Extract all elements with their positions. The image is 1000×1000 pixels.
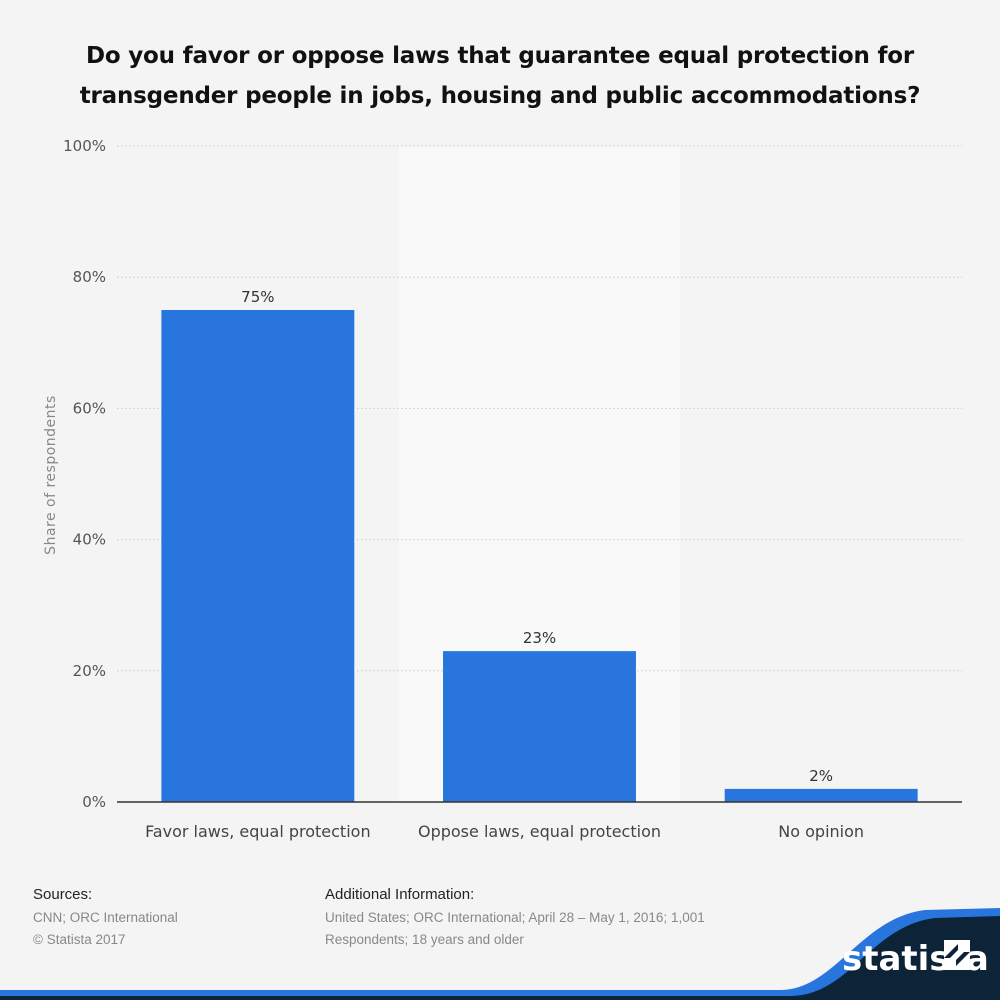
bar-chart: 0%20%40%60%80%100% Share of respondents … xyxy=(43,137,962,841)
y-tick-label: 40% xyxy=(73,531,106,549)
y-tick-labels: 0% 20% 40% 60% 80% 100% xyxy=(63,137,106,811)
data-label: 75% xyxy=(241,288,274,306)
sources-line-1: CNN; ORC International xyxy=(33,910,178,925)
category-label: No opinion xyxy=(778,822,864,841)
category-label: Favor laws, equal protection xyxy=(145,822,371,841)
chart-title: Do you favor or oppose laws that guarant… xyxy=(79,43,921,109)
bars xyxy=(161,310,918,802)
category-label: Oppose laws, equal protection xyxy=(418,822,661,841)
category-labels: Favor laws, equal protection Oppose laws,… xyxy=(145,822,864,841)
bar[interactable] xyxy=(161,310,355,802)
data-label: 2% xyxy=(809,767,833,785)
bar[interactable] xyxy=(724,788,918,802)
additional-info-line-2: Respondents; 18 years and older xyxy=(325,932,524,947)
y-tick-label: 20% xyxy=(73,662,106,680)
y-tick-label: 100% xyxy=(63,137,106,155)
data-label: 23% xyxy=(523,629,556,647)
statista-logo-text: statista xyxy=(842,939,989,979)
sources-heading: Sources: xyxy=(33,886,93,903)
y-axis-label: Share of respondents xyxy=(43,395,59,555)
bar[interactable] xyxy=(443,651,636,802)
sources-line-2: © Statista 2017 xyxy=(33,932,126,947)
y-tick-label: 60% xyxy=(73,399,106,417)
additional-info-line-1: United States; ORC International; April … xyxy=(325,910,705,925)
statista-logo-icon xyxy=(944,940,970,970)
additional-info-heading: Additional Information: xyxy=(325,886,475,903)
y-tick-label: 80% xyxy=(73,268,106,286)
y-tick-label: 0% xyxy=(82,793,106,811)
data-labels: 75% 23% 2% xyxy=(241,288,833,785)
